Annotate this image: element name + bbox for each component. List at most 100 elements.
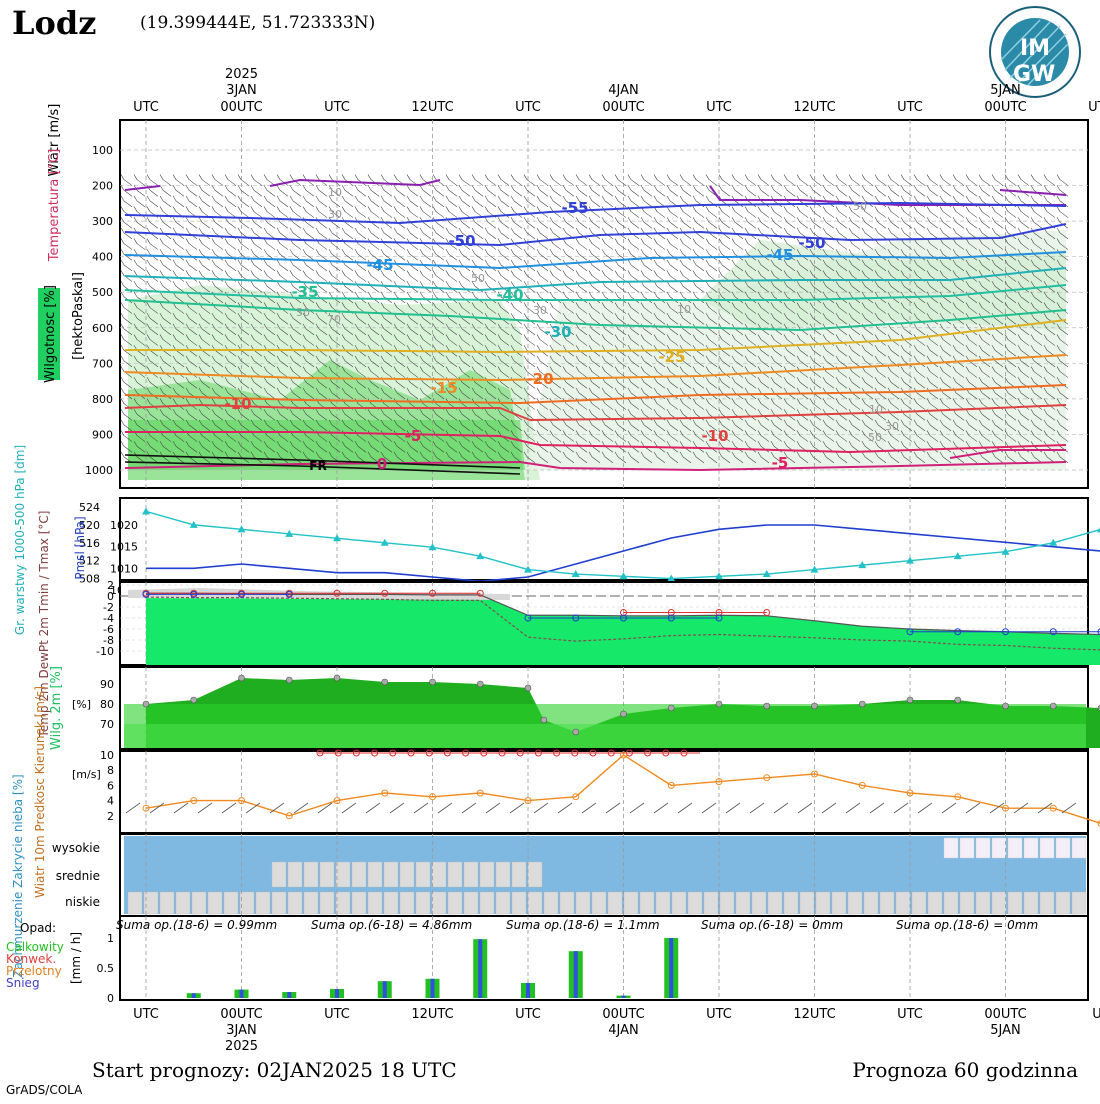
bottom-time-label: 00UTC: [602, 1007, 644, 1022]
rh-label: 30: [328, 208, 342, 221]
high-cloud-bar: [1040, 838, 1054, 858]
isotherm-label: -30: [544, 323, 571, 341]
isotherm-label: 0: [377, 455, 387, 473]
precip-sum: Suma op.(6-18) = 0mm: [701, 918, 843, 932]
top-date-label: 5JAN: [990, 83, 1021, 98]
low-cloud-bar: [768, 892, 782, 914]
pmsl-tick: 1020: [110, 519, 138, 532]
cloud-level-label: niskie: [65, 895, 100, 909]
bottom-time-label: UTC: [133, 1007, 159, 1022]
wind-unit: [m/s]: [72, 768, 101, 781]
rh-point: [668, 705, 674, 711]
upper-side-labels: Wiatr [m/s] Temperatura [°C] Wilgotnosc …: [38, 104, 86, 383]
isotherm-label: -45: [366, 256, 393, 274]
bottom-date-label: 5JAN: [990, 1023, 1021, 1038]
forecast-start: Start prognozy: 02JAN2025 18 UTC: [92, 1058, 457, 1082]
snow-bar: [383, 981, 387, 998]
rh-point: [955, 697, 961, 703]
rh-label: 10: [677, 303, 691, 316]
humidity-axis-label: Wilgotnosc [%]: [43, 285, 58, 383]
low-cloud-bar: [512, 892, 526, 914]
top-time-label: 00UTC: [602, 100, 644, 115]
cloud-layer: [124, 836, 1086, 860]
mid-cloud-bar: [368, 862, 382, 887]
low-cloud-bar: [720, 892, 734, 914]
low-cloud-bar: [704, 892, 718, 914]
rh-point: [239, 675, 245, 681]
isotherm-label: -45: [766, 246, 793, 264]
bottom-date-label: 3JAN: [226, 1023, 257, 1038]
low-cloud-bar: [208, 892, 222, 914]
top-date-year: 2025: [225, 67, 258, 82]
mid-cloud-bar: [464, 862, 478, 887]
precip-legend-snow: Snieg: [6, 976, 40, 990]
isotherm-label: -25: [658, 348, 685, 366]
precip-tick: 0: [107, 992, 114, 1005]
rh-tick: 70: [100, 718, 114, 731]
low-cloud-bar: [736, 892, 750, 914]
isotherm-label: -20: [526, 370, 553, 388]
rh-point: [143, 701, 149, 707]
low-cloud-bar: [656, 892, 670, 914]
low-cloud-bar: [896, 892, 910, 914]
precip-tick: 0.5: [97, 962, 115, 975]
low-cloud-bar: [272, 892, 286, 914]
low-cloud-bar: [384, 892, 398, 914]
low-cloud-bar: [352, 892, 366, 914]
rh-point: [573, 729, 579, 735]
mid-cloud-bar: [480, 862, 494, 887]
high-cloud-bar: [960, 838, 974, 858]
low-cloud-bar: [304, 892, 318, 914]
rh-ticks: 908070[%]: [72, 678, 114, 731]
cloud-level-label: srednie: [56, 869, 100, 883]
high-cloud-bar: [1056, 838, 1070, 858]
high-cloud-bar: [1008, 838, 1022, 858]
wind-tick: 8: [107, 764, 114, 777]
mid-cloud-bar: [352, 862, 366, 887]
low-cloud-bar: [752, 892, 766, 914]
low-cloud-bar: [816, 892, 830, 914]
top-time-label: UTC: [324, 100, 350, 115]
rh-axis-label: Wilg. 2m [%]: [49, 666, 64, 750]
rh-point: [191, 697, 197, 703]
top-time-label: 00UTC: [984, 100, 1026, 115]
wind10-axis-label: Wiatr 10m Predkosc Kierunek [m/s]: [33, 686, 47, 898]
bottom-time-label: 12UTC: [793, 1007, 835, 1022]
low-cloud-bar: [608, 892, 622, 914]
top-time-label: UTC: [706, 100, 732, 115]
isotherm-label: -55: [561, 199, 588, 217]
precip-sum: Suma op.(6-18) = 4.86mm: [311, 918, 472, 932]
snow-bar: [574, 951, 578, 998]
pressure-tick: 600: [92, 322, 113, 335]
pressure-tick: 500: [92, 286, 113, 299]
rh-point: [907, 697, 913, 703]
low-cloud-bar: [288, 892, 302, 914]
precip-title: Opad:: [20, 921, 56, 935]
low-cloud-bar: [192, 892, 206, 914]
top-date-label: 4JAN: [608, 83, 639, 98]
pressure-tick: 200: [92, 180, 113, 193]
isotherm-label: -15: [430, 379, 457, 397]
snow-bar: [335, 989, 339, 998]
top-time-label: 00UTC: [220, 100, 262, 115]
pressure-tick: 700: [92, 357, 113, 370]
snow-bar: [478, 939, 482, 998]
rh-label: 50: [868, 431, 882, 444]
low-cloud-bar: [976, 892, 990, 914]
snow-bar: [622, 996, 626, 998]
pmsl-tick: 1010: [110, 562, 138, 575]
low-cloud-bar: [432, 892, 446, 914]
snow-bar: [526, 983, 530, 998]
low-cloud-bar: [928, 892, 942, 914]
isotherm-label: -50: [448, 232, 475, 250]
bottom-time-label: UTC: [706, 1007, 732, 1022]
low-cloud-bar: [144, 892, 158, 914]
thickness-tick: 524: [79, 501, 100, 514]
rh-label: 50: [296, 306, 310, 319]
rh-label: 50: [471, 272, 485, 285]
rh-point: [1050, 703, 1056, 709]
low-cloud-bar: [832, 892, 846, 914]
mid-cloud-bar: [416, 862, 430, 887]
wind-tick: 6: [107, 779, 114, 792]
